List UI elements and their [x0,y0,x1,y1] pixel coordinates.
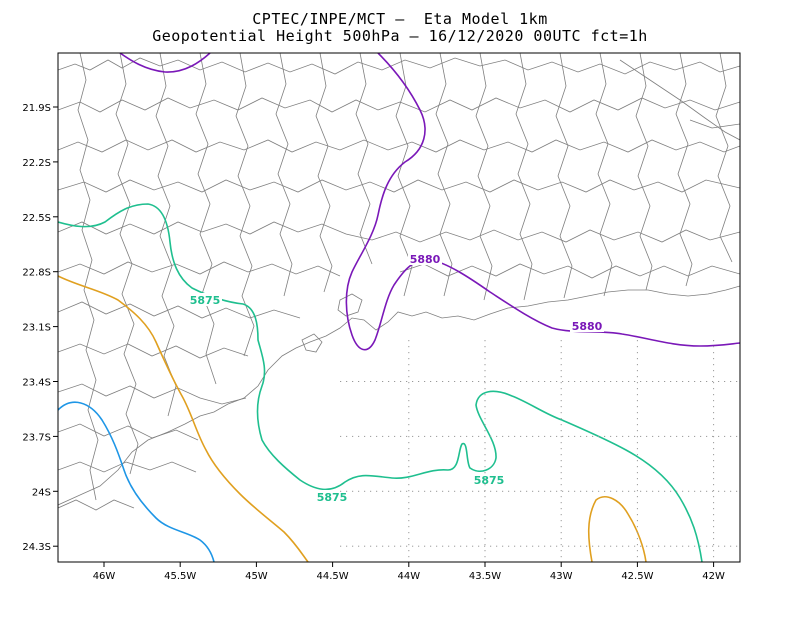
map-frame [57,52,741,563]
contour-5865-southwest [58,401,215,562]
y-tick-label: 24S [32,487,51,498]
municipal-borders [58,53,740,511]
contour-5880-north [119,53,211,73]
y-tick-label: 23.1S [22,323,51,334]
y-tick-label: 22.8S [22,268,51,279]
contour-label-5880-a: 5880 [410,253,441,266]
x-tick-label: 44W [397,571,420,582]
contour-5875-main [58,203,703,562]
x-tick-label: 42.5W [621,571,653,582]
contour-label-5875-b: 5875 [317,491,348,504]
map-title-line-2: Geopotential Height 500hPa – 16/12/2020 … [152,27,648,45]
y-tick-label: 24.3S [22,542,51,553]
map-grid [340,340,738,558]
contour-5880-main [345,53,740,351]
x-tick-label: 43W [550,571,573,582]
contour-5870-southeast [587,496,647,562]
contour-5870-west [58,275,309,562]
y-tick-label: 22.5S [22,213,51,224]
map-axes: 46W 45.5W 45W 44.5W 44W 43.5W 43W 42.5W 42W 21.9S… [22,103,725,582]
x-tick-label: 45.5W [164,571,196,582]
x-tick-label: 45W [245,571,268,582]
y-tick-label: 23.4S [22,378,51,389]
x-tick-label: 44.5W [317,571,349,582]
contour-label-5875-c: 5875 [474,474,505,487]
x-tick-label: 42W [702,571,725,582]
y-tick-label: 23.7S [22,432,51,443]
x-tick-label: 46W [93,571,116,582]
y-tick-label: 21.9S [22,103,51,114]
map-title-line-1: CPTEC/INPE/MCT – Eta Model 1km [252,10,548,28]
y-tick-label: 22.2S [22,158,51,169]
contour-label-5880-b: 5880 [572,320,603,333]
x-tick-label: 43.5W [469,571,501,582]
contour-label-5875-a: 5875 [190,294,221,307]
